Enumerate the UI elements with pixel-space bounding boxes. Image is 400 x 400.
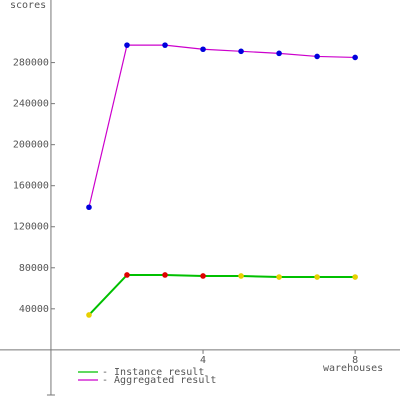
y-tick-label: 240000 (13, 99, 49, 110)
x-axis-label: warehouses (323, 363, 383, 374)
data-point (200, 46, 206, 53)
y-axis-label: scores (10, 0, 46, 11)
y-tick-label: 40000 (19, 304, 49, 315)
data-point (162, 272, 168, 278)
y-tick-label: 80000 (19, 263, 49, 274)
legend-label: - Instance result (102, 367, 204, 378)
y-tick-label: 160000 (13, 181, 49, 192)
data-point (86, 204, 92, 211)
data-point (238, 273, 244, 279)
y-tick-label: 200000 (13, 140, 49, 151)
series-line (88, 44, 356, 208)
data-point (238, 48, 244, 55)
data-point (276, 274, 282, 280)
data-point (314, 274, 320, 280)
y-tick-label: 120000 (13, 222, 49, 233)
x-tick-label: 4 (200, 355, 206, 366)
y-tick-label: 280000 (13, 58, 49, 69)
data-point (352, 54, 358, 61)
data-point (124, 272, 130, 278)
series-line (88, 273, 356, 316)
data-point (314, 53, 320, 60)
data-point (124, 42, 130, 48)
legend-label: - Aggregated result (102, 375, 216, 386)
data-point (162, 42, 168, 48)
x-tick-label: 8 (352, 355, 358, 366)
data-point (352, 274, 358, 280)
data-point (86, 312, 92, 318)
data-point (276, 50, 282, 57)
data-point (200, 273, 206, 279)
